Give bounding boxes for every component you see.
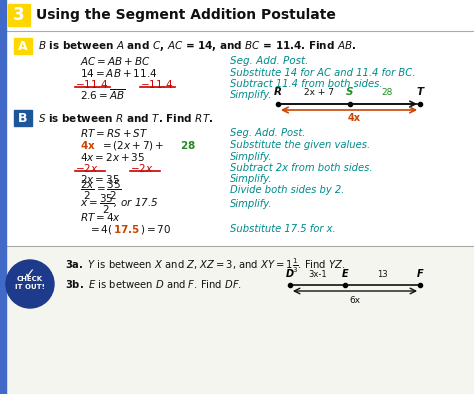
Text: $= (2x + 7) +$: $= (2x + 7) +$ [100,139,164,152]
Text: 3: 3 [13,6,25,24]
Text: $x = \dfrac{35}{2}$, or 17.5: $x = \dfrac{35}{2}$, or 17.5 [80,192,159,216]
Text: $) = 70$: $) = 70$ [140,223,171,236]
Text: 28: 28 [381,88,392,97]
Text: $-11.4$: $-11.4$ [140,78,173,90]
Text: Seg. Add. Post.: Seg. Add. Post. [230,56,309,66]
Text: Simplify.: Simplify. [230,174,273,184]
Text: CHECK: CHECK [17,276,43,282]
Text: Substitute 14 for AC and 11.4 for BC.: Substitute 14 for AC and 11.4 for BC. [230,68,415,78]
Text: $4x = 2x + 35$: $4x = 2x + 35$ [80,151,146,163]
Text: $B$ is between $A$ and $C$, $AC$ = 14, and $BC$ = 11.4. Find $AB$.: $B$ is between $A$ and $C$, $AC$ = 14, a… [38,39,356,53]
Text: ✓: ✓ [24,267,36,281]
Text: $S$ is between $R$ and $T$. Find $RT$.: $S$ is between $R$ and $T$. Find $RT$. [38,112,213,124]
Text: E: E [342,269,348,279]
Text: Subtract 11.4 from both sides.: Subtract 11.4 from both sides. [230,79,383,89]
Text: $\mathbf{3b.}$ $E$ is between $D$ and $F$. Find $DF$.: $\mathbf{3b.}$ $E$ is between $D$ and $F… [65,278,242,290]
Text: S: S [346,87,354,97]
Text: B: B [18,112,28,125]
Text: 2x + 7: 2x + 7 [304,88,334,97]
Text: D: D [286,269,294,279]
Text: $-2x$: $-2x$ [75,162,99,174]
Text: Simplify.: Simplify. [230,152,273,162]
Text: Using the Segment Addition Postulate: Using the Segment Addition Postulate [36,8,336,22]
Text: A: A [18,39,28,52]
Bar [0,0,6,394]
Text: Substitute the given values.: Substitute the given values. [230,140,370,150]
Bar [0,246,474,394]
Text: $-2x$: $-2x$ [130,162,154,174]
Text: 6x: 6x [349,296,361,305]
Text: Simplify.: Simplify. [230,90,273,100]
Bar [14,110,32,126]
Text: Divide both sides by 2.: Divide both sides by 2. [230,185,345,195]
Text: Subtract 2x from both sides.: Subtract 2x from both sides. [230,163,373,173]
Text: $\mathbf{28}$: $\mathbf{28}$ [180,139,196,151]
Text: 3x-1: 3x-1 [308,270,327,279]
Circle shape [6,260,54,308]
Text: 13: 13 [377,270,388,279]
Text: $\dfrac{2x}{2} = \dfrac{35}{2}$: $\dfrac{2x}{2} = \dfrac{35}{2}$ [80,178,122,202]
Text: F: F [417,269,423,279]
Text: $-11.4$: $-11.4$ [75,78,108,90]
Bar [8,4,30,26]
Text: R: R [274,87,282,97]
Text: $2.6 = \overline{AB}$: $2.6 = \overline{AB}$ [80,87,126,102]
Text: $RT = 4x$: $RT = 4x$ [80,211,121,223]
Bar [14,38,32,54]
Text: $14 = AB + 11.4$: $14 = AB + 11.4$ [80,67,157,79]
Text: 4x: 4x [347,113,361,123]
Text: $AC = AB + BC$: $AC = AB + BC$ [80,55,151,67]
Text: IT OUT!: IT OUT! [15,284,45,290]
Text: $\mathbf{3a.}$ $Y$ is between $X$ and $Z$, $XZ = 3$, and $XY = 1\frac{1}{3}$. Fi: $\mathbf{3a.}$ $Y$ is between $X$ and $Z… [65,257,346,275]
Text: T: T [417,87,424,97]
Text: $RT = RS + ST$: $RT = RS + ST$ [80,127,148,139]
Text: $\mathbf{17.5}$: $\mathbf{17.5}$ [113,223,140,235]
Text: Seg. Add. Post.: Seg. Add. Post. [230,128,305,138]
Text: $2x = 35$: $2x = 35$ [80,173,120,185]
Text: $= 4($: $= 4($ [88,223,112,236]
Text: Substitute 17.5 for x.: Substitute 17.5 for x. [230,224,336,234]
Text: Simplify.: Simplify. [230,199,273,209]
Text: $\mathbf{4x}$: $\mathbf{4x}$ [80,139,96,151]
